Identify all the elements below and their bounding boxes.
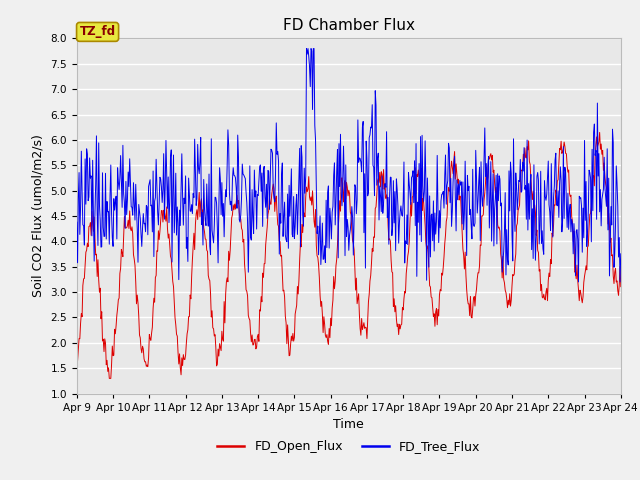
Title: FD Chamber Flux: FD Chamber Flux bbox=[283, 18, 415, 33]
Line: FD_Tree_Flux: FD_Tree_Flux bbox=[77, 48, 621, 282]
X-axis label: Time: Time bbox=[333, 418, 364, 431]
Line: FD_Open_Flux: FD_Open_Flux bbox=[77, 132, 621, 378]
Y-axis label: Soil CO2 Flux (umol/m2/s): Soil CO2 Flux (umol/m2/s) bbox=[32, 134, 45, 298]
Legend: FD_Open_Flux, FD_Tree_Flux: FD_Open_Flux, FD_Tree_Flux bbox=[212, 435, 486, 458]
Text: TZ_fd: TZ_fd bbox=[79, 25, 116, 38]
